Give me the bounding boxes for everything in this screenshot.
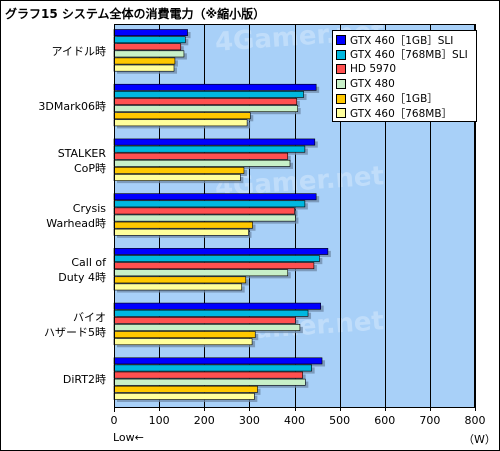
bar: [113, 324, 301, 331]
x-axis-low-label: Low←: [113, 431, 144, 444]
legend-swatch: [336, 108, 346, 119]
bar: [113, 98, 298, 105]
bar: [113, 364, 312, 372]
x-axis-unit-label: （W）: [463, 433, 496, 446]
category-label: 3DMark06時: [38, 99, 106, 113]
bar: [113, 214, 296, 222]
bar: [113, 378, 306, 386]
x-tick-label: 600: [374, 414, 396, 427]
legend-label: GTX 460［1GB］SLI: [350, 34, 454, 47]
bar: [113, 262, 315, 270]
legend-label: GTX 460［768MB］SLI: [350, 49, 468, 62]
x-tick-label: 500: [329, 414, 351, 427]
bar: [113, 152, 289, 160]
legend-swatch: [336, 64, 346, 75]
x-tick-label: 300: [238, 414, 260, 427]
bar: [113, 174, 241, 181]
x-tick-label: 700: [419, 414, 441, 427]
chart-title: グラフ15 システム全体の消費電力（※縮小版）: [5, 7, 266, 21]
category-label: Call of Duty 4時: [58, 256, 106, 285]
bar: [113, 357, 323, 365]
bar: [113, 207, 295, 215]
x-tick-label: 100: [148, 414, 170, 427]
bar: [113, 221, 253, 229]
bar: [113, 36, 186, 44]
x-tick-label: 400: [284, 414, 305, 427]
bar: [113, 91, 304, 98]
category-label: Crysis Warhead時: [46, 201, 106, 230]
bar: [113, 193, 317, 201]
legend-swatch: [336, 35, 346, 46]
legend: GTX 460［1GB］SLI GTX 460［768MB］SLI HD 5970 G…: [332, 30, 477, 122]
x-tick-label: 0: [110, 414, 118, 427]
legend-item: GTX 460［768MB］: [336, 106, 473, 121]
bar: [113, 338, 253, 346]
legend-swatch: [336, 79, 346, 90]
bar: [113, 269, 289, 277]
legend-item: GTX 480: [336, 77, 473, 92]
bar: [113, 228, 249, 236]
bar: [113, 385, 258, 393]
bar: [113, 64, 175, 72]
bar: [113, 276, 247, 284]
bar: [113, 255, 320, 262]
category-label: STALKER CoP時: [57, 146, 106, 175]
bar: [113, 57, 176, 65]
x-tick-label: 200: [193, 414, 215, 427]
bar: [113, 105, 298, 113]
bar: [113, 43, 182, 51]
bar: [113, 167, 245, 174]
bar: [113, 248, 329, 255]
legend-item: GTX 460［1GB］SLI: [336, 33, 473, 48]
bar: [113, 316, 296, 324]
bar: [113, 83, 317, 91]
bar: [113, 392, 255, 400]
legend-label: GTX 460［1GB］: [350, 93, 438, 106]
bar: [113, 119, 248, 127]
bar: [113, 112, 251, 120]
bar: [113, 309, 309, 317]
plot-border: [114, 24, 475, 408]
legend-swatch: [336, 93, 346, 104]
legend-label: HD 5970: [350, 63, 397, 76]
bar: [113, 302, 321, 310]
bar: [113, 331, 256, 338]
legend-label: GTX 480: [350, 78, 395, 91]
legend-label: GTX 460［768MB］: [350, 107, 453, 120]
legend-item: HD 5970: [336, 62, 473, 77]
bar: [113, 138, 316, 146]
bar: [113, 50, 185, 58]
legend-swatch: [336, 49, 346, 60]
bar: [113, 159, 291, 167]
category-label: アイドル時: [51, 44, 106, 58]
category-label: DiRT2時: [62, 373, 106, 387]
legend-item: GTX 460［768MB］SLI: [336, 48, 473, 63]
bar: [113, 200, 306, 208]
bar: [113, 283, 243, 291]
bar: [113, 145, 306, 153]
x-tick-label: 800: [464, 414, 486, 427]
bar: [113, 29, 188, 36]
bar: [113, 371, 303, 379]
category-label: バイオ ハザード5時: [44, 310, 106, 339]
legend-item: GTX 460［1GB］: [336, 91, 473, 106]
